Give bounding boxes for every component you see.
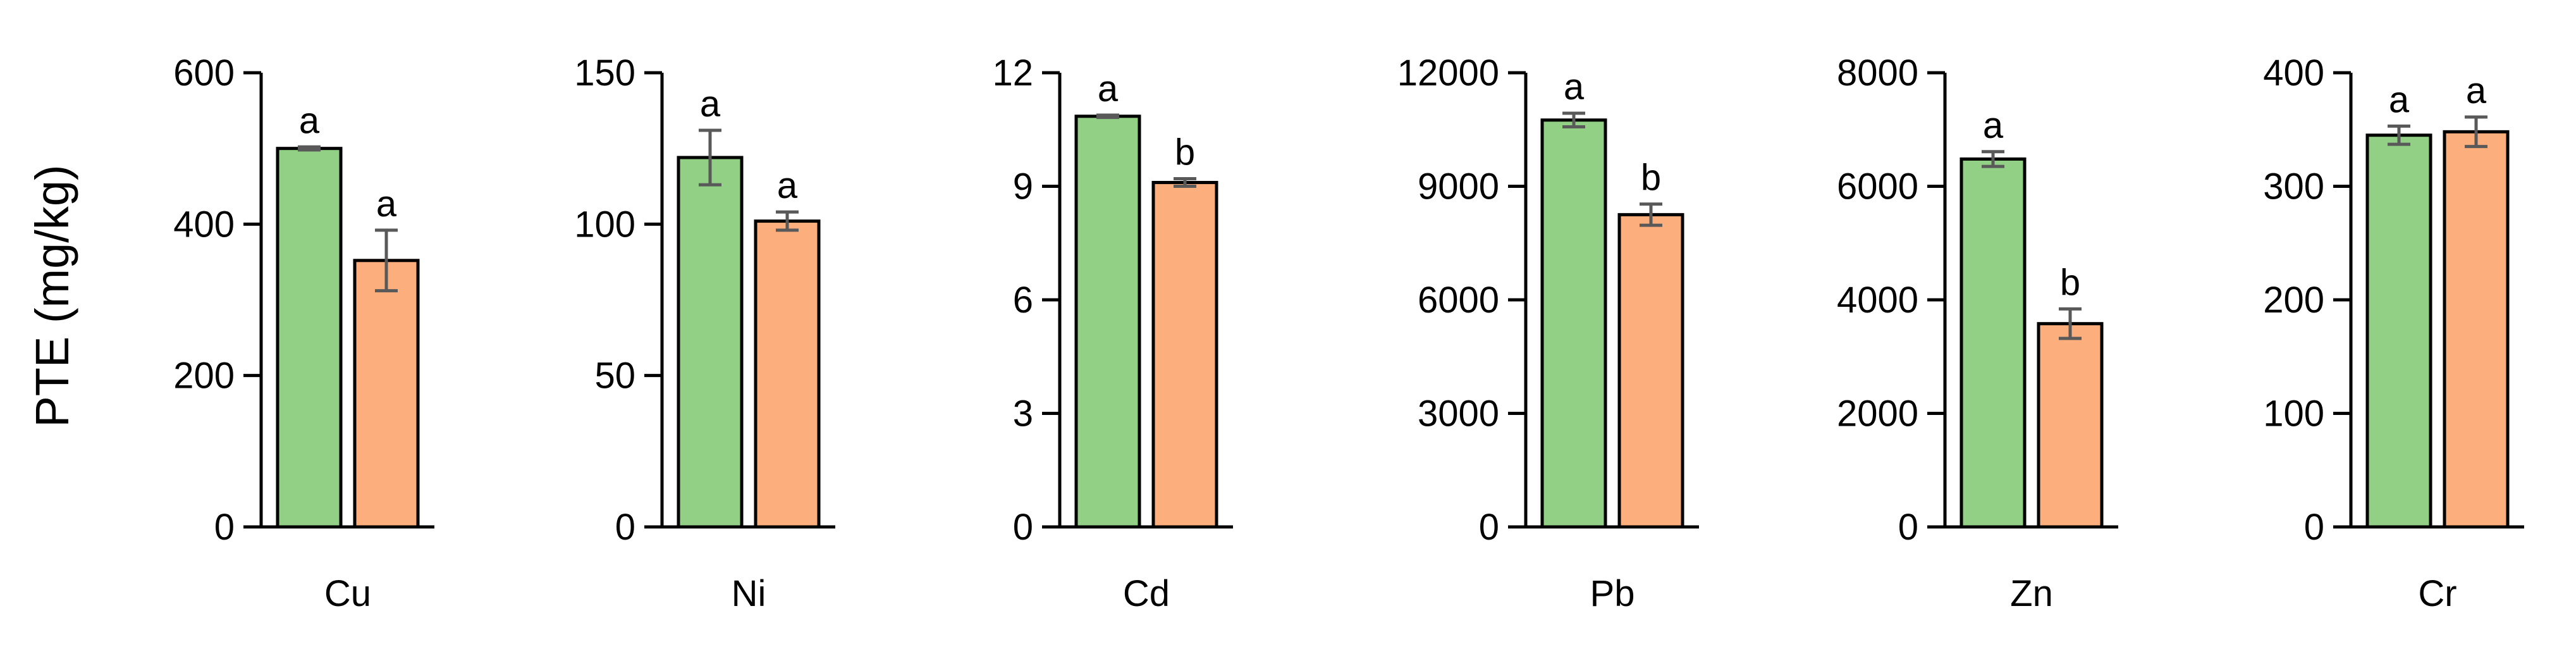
y-tick-label: 200: [173, 355, 235, 397]
y-tick-label: 9: [1013, 166, 1033, 207]
y-tick-label: 400: [2263, 53, 2324, 94]
significance-label: a: [1564, 66, 1585, 108]
bar: [2365, 133, 2432, 529]
bar: [1151, 181, 1218, 529]
y-tick-label: 6000: [1837, 166, 1918, 207]
panel-cu: 0 200 400 600 a a Cu: [173, 53, 434, 614]
significance-label: a: [376, 183, 397, 225]
y-tick-label: 0: [1898, 507, 1918, 548]
significance-label: a: [2466, 70, 2487, 111]
y-tick-label: 50: [594, 355, 635, 397]
significance-label: b: [1175, 132, 1195, 173]
panel-cd: 0 3 6 9 12 a b Cd: [992, 53, 1233, 614]
panel-pb: 0 3000 6000 9000 12000 a b Pb: [1397, 53, 1699, 614]
y-tick-label: 0: [214, 507, 235, 548]
y-tick-label: 600: [173, 53, 235, 94]
y-tick-label: 4000: [1837, 280, 1918, 321]
panel-ni: 0 50 100 150 a a Ni: [574, 53, 835, 614]
panel-zn: 0 2000 4000 6000 8000 a b Zn: [1837, 53, 2118, 614]
category-label: Cr: [2418, 573, 2456, 614]
y-tick-label: 6: [1013, 280, 1033, 321]
significance-label: a: [777, 165, 798, 206]
y-tick-label: 2000: [1837, 393, 1918, 435]
y-tick-label: 0: [1479, 507, 1499, 548]
significance-label: b: [1641, 158, 1661, 199]
bar: [1540, 118, 1607, 529]
bar: [677, 156, 744, 529]
category-label: Pb: [1590, 573, 1635, 614]
bar: [1617, 213, 1684, 529]
bar: [754, 219, 821, 529]
y-tick-label: 6000: [1418, 280, 1499, 321]
y-tick-label: 400: [173, 204, 235, 245]
significance-label: a: [1098, 68, 1119, 109]
y-tick-label: 0: [1013, 507, 1033, 548]
y-tick-label: 3000: [1418, 393, 1499, 435]
y-tick-label: 8000: [1837, 53, 1918, 94]
bar: [2443, 130, 2510, 529]
category-label: Cu: [324, 573, 371, 614]
y-tick-label: 12000: [1397, 53, 1499, 94]
y-axis-label: PTE (mg/kg): [26, 164, 78, 427]
y-tick-label: 12: [992, 53, 1033, 94]
y-tick-label: 9000: [1418, 166, 1499, 207]
y-tick-label: 150: [574, 53, 635, 94]
significance-label: b: [2060, 262, 2080, 303]
y-tick-label: 300: [2263, 166, 2324, 207]
significance-label: a: [2389, 79, 2410, 120]
category-label: Cd: [1123, 573, 1170, 614]
bar: [353, 259, 420, 529]
y-tick-label: 100: [2263, 393, 2324, 435]
significance-label: a: [700, 83, 721, 125]
y-tick-label: 200: [2263, 280, 2324, 321]
category-label: Ni: [732, 573, 766, 614]
category-label: Zn: [2010, 573, 2053, 614]
bar: [1074, 114, 1141, 529]
panel-cr: 0 100 200 300 400 a a Cr: [2263, 53, 2524, 614]
significance-label: a: [1983, 105, 2004, 146]
bar: [276, 147, 343, 529]
y-tick-label: 0: [2304, 507, 2324, 548]
bar: [2037, 322, 2104, 529]
y-tick-label: 100: [574, 204, 635, 245]
bar: [1960, 157, 2027, 529]
y-tick-label: 0: [615, 507, 635, 548]
y-tick-label: 3: [1013, 393, 1033, 435]
significance-label: a: [299, 100, 320, 141]
